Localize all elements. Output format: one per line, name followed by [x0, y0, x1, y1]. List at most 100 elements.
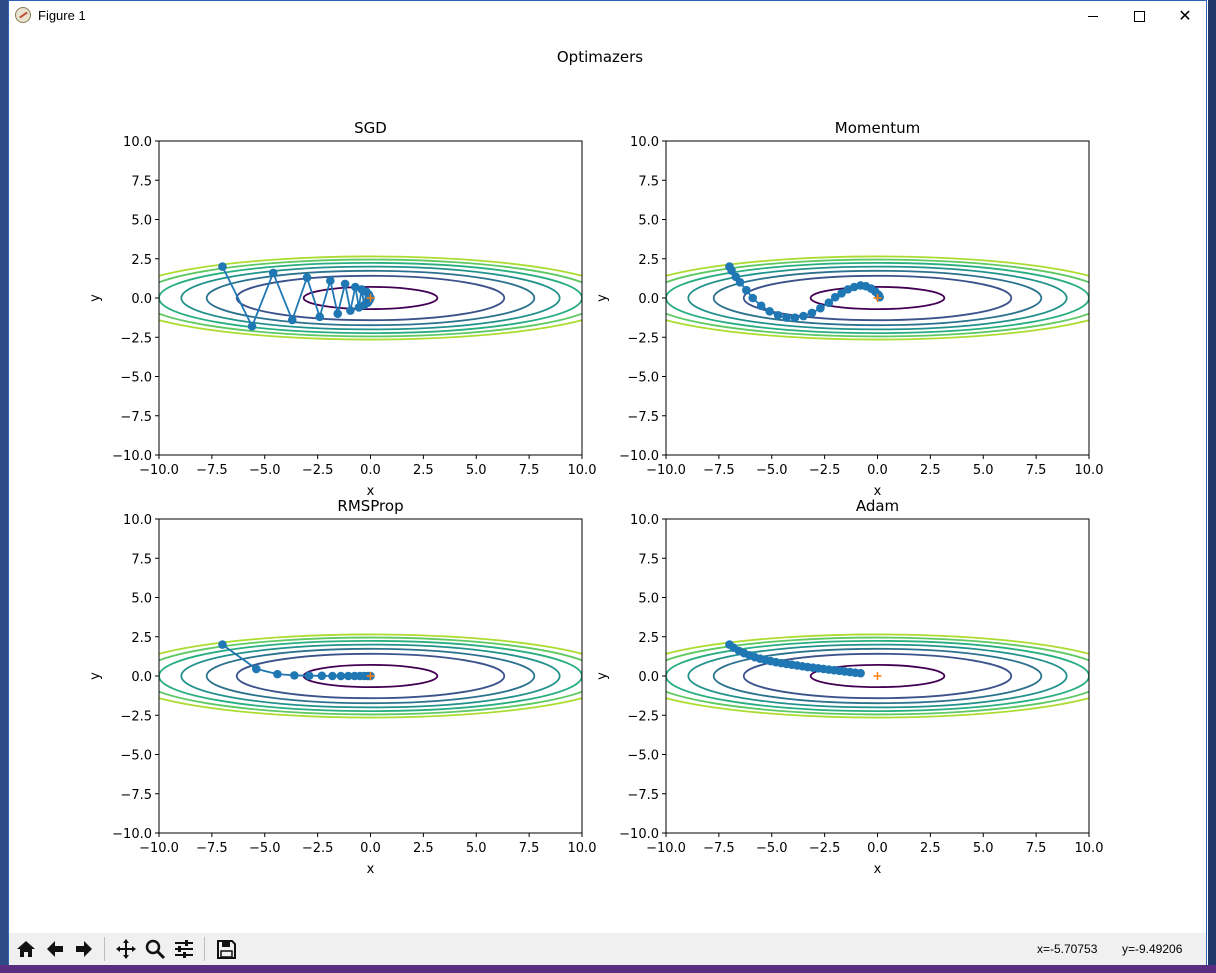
- x-tick-label: −5.0: [756, 841, 788, 856]
- y-tick-label: −7.5: [120, 410, 152, 425]
- x-axis-label: x: [874, 484, 882, 499]
- maximize-button[interactable]: [1116, 1, 1162, 31]
- contour-level: [235, 652, 506, 700]
- path-point: [333, 309, 343, 319]
- x-tick-label: 2.5: [920, 841, 941, 856]
- x-tick-label: 10.0: [568, 463, 597, 478]
- forward-button[interactable]: [70, 936, 98, 962]
- configure-subplots-button[interactable]: [170, 936, 198, 962]
- x-tick-label: −2.5: [302, 841, 334, 856]
- path-point: [346, 306, 355, 315]
- y-tick-label: 7.5: [131, 552, 152, 567]
- path-point: [742, 285, 751, 295]
- minimize-button[interactable]: [1070, 1, 1116, 31]
- forward-arrow-icon: [76, 941, 92, 957]
- contour-level: [666, 255, 1089, 341]
- path-point: [302, 273, 312, 282]
- x-tick-label: 0.0: [867, 841, 888, 856]
- subplot-title: Adam: [856, 497, 899, 515]
- path-point: [251, 664, 261, 674]
- home-button[interactable]: [12, 936, 40, 962]
- y-tick-label: 10.0: [123, 135, 152, 150]
- pan-button[interactable]: [112, 936, 140, 962]
- matplotlib-app-icon: [15, 7, 31, 23]
- path-point: [247, 321, 257, 331]
- path-point: [273, 669, 282, 679]
- path-point: [304, 671, 314, 680]
- home-icon: [17, 941, 35, 957]
- x-tick-label: −10.0: [646, 841, 686, 856]
- minimize-icon: [1088, 15, 1098, 17]
- save-button[interactable]: [212, 936, 240, 962]
- x-tick-label: 7.5: [1026, 463, 1047, 478]
- y-tick-label: 2.5: [638, 631, 659, 646]
- subplot-rmsprop: −10.0 −7.5 −5.0 −2.5 0.0 2.5 5.0 7.5 10.0 10.0 7.5…: [88, 497, 596, 877]
- subplot-title: Momentum: [835, 119, 920, 137]
- path-point: [727, 266, 736, 275]
- y-tick-label: 10.0: [630, 135, 659, 150]
- path-point: [218, 640, 227, 649]
- subplot-title: SGD: [354, 119, 387, 137]
- back-arrow-icon: [47, 941, 63, 957]
- path-point: [340, 279, 350, 289]
- y-tick-label: −5.0: [120, 371, 152, 386]
- title-bar[interactable]: Figure 1 ✕: [9, 1, 1206, 31]
- contour-lines: [666, 633, 1089, 719]
- path-point: [735, 278, 745, 287]
- close-button[interactable]: ✕: [1162, 1, 1208, 31]
- path-point: [816, 303, 825, 313]
- y-axis-label: y: [595, 294, 610, 302]
- contour-level: [687, 643, 1068, 709]
- x-tick-label: −5.0: [756, 463, 788, 478]
- contour-level: [809, 285, 946, 311]
- x-axis-label: x: [367, 862, 375, 877]
- y-tick-label: 5.0: [131, 592, 152, 607]
- figure-canvas[interactable]: Optimazers −10.0 −7.5 −5.0 −2.5 0.0 2.5 5.0 7.5…: [9, 31, 1206, 933]
- back-button[interactable]: [41, 936, 69, 962]
- contour-level: [666, 640, 1089, 712]
- y-tick-label: 10.0: [630, 513, 659, 528]
- path-point: [830, 292, 840, 302]
- path-point: [790, 313, 800, 322]
- x-tick-label: −10.0: [646, 463, 686, 478]
- contour-level: [159, 255, 582, 341]
- y-tick-label: −2.5: [120, 331, 152, 346]
- zoom-button[interactable]: [141, 936, 169, 962]
- y-tick-label: 0.0: [131, 670, 152, 685]
- path-point: [328, 671, 337, 681]
- x-tick-label: −2.5: [809, 841, 841, 856]
- contour-level: [687, 265, 1068, 331]
- path-point: [856, 668, 865, 678]
- cursor-x-readout: x=-5.70753: [1037, 942, 1098, 956]
- x-tick-label: 10.0: [1075, 841, 1104, 856]
- y-tick-label: 0.0: [131, 292, 152, 307]
- contour-lines: [159, 633, 582, 719]
- x-tick-label: −7.5: [703, 841, 735, 856]
- y-tick-label: 5.0: [638, 214, 659, 229]
- y-tick-label: 7.5: [638, 174, 659, 189]
- contour-lines: [666, 255, 1089, 341]
- contour-level: [180, 265, 561, 331]
- x-tick-label: 5.0: [466, 463, 487, 478]
- contour-level: [742, 274, 1013, 322]
- y-tick-label: 0.0: [638, 292, 659, 307]
- path-point: [748, 293, 758, 303]
- y-tick-label: −2.5: [627, 709, 659, 724]
- y-tick-label: −7.5: [120, 788, 152, 803]
- x-tick-label: −7.5: [703, 463, 735, 478]
- x-tick-label: −2.5: [809, 463, 841, 478]
- y-tick-label: 10.0: [123, 513, 152, 528]
- contour-level: [666, 262, 1089, 334]
- y-tick-label: 2.5: [638, 253, 659, 268]
- y-tick-label: −10.0: [112, 449, 152, 464]
- y-tick-label: 7.5: [131, 174, 152, 189]
- x-tick-label: 0.0: [867, 463, 888, 478]
- minimum-marker: [366, 672, 375, 680]
- x-tick-label: 5.0: [973, 463, 994, 478]
- contour-level: [666, 633, 1089, 719]
- path-point: [807, 308, 817, 318]
- figure-suptitle: Optimazers: [557, 48, 643, 66]
- toolbar-separator: [204, 937, 205, 961]
- contour-level: [302, 285, 439, 311]
- path-point: [287, 315, 297, 325]
